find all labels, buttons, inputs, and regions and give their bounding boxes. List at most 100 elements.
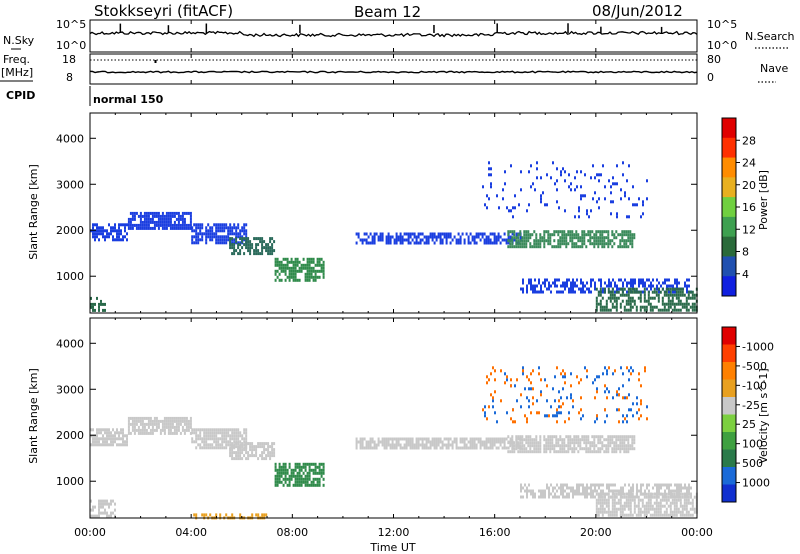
- heatmap-cell: [604, 366, 606, 370]
- heatmap-cell: [320, 263, 323, 267]
- heatmap-cell: [546, 384, 548, 388]
- heatmap-cell: [525, 435, 528, 439]
- heatmap-cell: [361, 446, 364, 450]
- heatmap-cell: [181, 214, 184, 218]
- heatmap-cell: [655, 290, 658, 294]
- nsky-label: N.Sky: [3, 34, 35, 47]
- heatmap-cell: [548, 414, 550, 418]
- heatmap-cell: [114, 437, 116, 441]
- heatmap-cell: [377, 437, 380, 441]
- heatmap-cell: [629, 296, 632, 300]
- heatmap-cell: [273, 240, 276, 244]
- heatmap-cell: [265, 243, 268, 247]
- heatmap-cell: [643, 290, 646, 294]
- heatmap-cell: [679, 513, 682, 517]
- heatmap-cell: [657, 299, 660, 303]
- heatmap-cell: [163, 431, 166, 435]
- heatmap-cell: [509, 235, 512, 239]
- heatmap-cell: [554, 486, 556, 490]
- heatmap-cell: [627, 450, 630, 454]
- heatmap-cell: [515, 438, 518, 442]
- heatmap-cell: [621, 287, 624, 291]
- heatmap-cell: [594, 191, 596, 195]
- heatmap-cell: [161, 226, 164, 230]
- heatmap-cell: [657, 308, 660, 312]
- heatmap-cell: [467, 446, 470, 450]
- heatmap-cell: [614, 489, 616, 493]
- heatmap-cell: [439, 437, 442, 441]
- heatmap-cell: [417, 235, 420, 239]
- heatmap-cell: [467, 440, 470, 444]
- heatmap-cell: [407, 241, 410, 245]
- heatmap-cell: [545, 444, 548, 448]
- heatmap-cell: [227, 443, 230, 447]
- heatmap-cell: [651, 308, 654, 312]
- heatmap-cell: [161, 211, 164, 215]
- heatmap-cell: [532, 492, 534, 496]
- heatmap-cell: [573, 435, 576, 439]
- heatmap-cell: [491, 241, 494, 245]
- heatmap-cell: [419, 241, 422, 245]
- heatmap-cell: [613, 501, 616, 505]
- heatmap-cell: [498, 206, 500, 210]
- heatmap-cell: [447, 446, 450, 450]
- heatmap-cell: [322, 471, 325, 475]
- heatmap-cell: [193, 431, 196, 435]
- heatmap-cell: [542, 191, 544, 195]
- heatmap-cell: [229, 223, 232, 227]
- heatmap-cell: [441, 446, 444, 450]
- heatmap-cell: [261, 445, 264, 449]
- heatmap-cell: [359, 238, 362, 242]
- heatmap-cell: [288, 269, 291, 273]
- heatmap-cell: [395, 437, 398, 441]
- heatmap-cell: [626, 396, 628, 400]
- heatmap-cell: [577, 233, 580, 237]
- heatmap-cell: [126, 238, 128, 242]
- x-tick-label: 08:00: [276, 526, 308, 539]
- heatmap-cell: [612, 278, 614, 282]
- heatmap-cell: [546, 483, 548, 487]
- heatmap-cell: [519, 242, 522, 246]
- heatmap-cell: [488, 161, 490, 165]
- heatmap-cell: [555, 450, 558, 454]
- heatmap-cell: [572, 405, 574, 409]
- heatmap-cell: [644, 489, 646, 493]
- heatmap-cell: [497, 437, 500, 441]
- heatmap-cell: [217, 446, 220, 450]
- heatmap-cell: [535, 245, 538, 249]
- heatmap-cell: [415, 238, 418, 242]
- heatmap-cell: [607, 501, 610, 505]
- heatmap-cell: [607, 290, 610, 294]
- heatmap-cell: [207, 235, 210, 239]
- heatmap-cell: [300, 477, 303, 481]
- heatmap-cell: [359, 446, 362, 450]
- heatmap-cell: [611, 441, 614, 445]
- heatmap-cell: [592, 381, 594, 385]
- heatmap-cell: [427, 238, 430, 242]
- heatmap-cell: [680, 483, 682, 487]
- heatmap-cell: [655, 498, 658, 502]
- heatmap-cell: [249, 240, 252, 244]
- heatmap-cell: [447, 235, 450, 239]
- heatmap-cell: [316, 465, 319, 469]
- heatmap-cell: [544, 489, 546, 493]
- noise-series-line: [89, 30, 698, 38]
- heatmap-cell: [211, 431, 214, 435]
- heatmap-cell: [599, 438, 602, 442]
- heatmap-cell: [219, 513, 222, 517]
- heatmap-cell: [619, 513, 622, 517]
- heatmap-cell: [589, 444, 592, 448]
- heatmap-cell: [118, 232, 120, 236]
- heatmap-cell: [657, 504, 660, 508]
- heatmap-cell: [611, 438, 614, 442]
- heatmap-cell: [393, 238, 396, 242]
- heatmap-cell: [583, 441, 586, 445]
- heatmap-cell: [671, 308, 674, 312]
- heatmap-cell: [533, 447, 536, 451]
- heatmap-cell: [666, 483, 668, 487]
- heatmap-cell: [473, 446, 476, 450]
- heatmap-cell: [575, 245, 578, 249]
- heatmap-cell: [223, 241, 226, 245]
- heatmap-cell: [623, 501, 626, 505]
